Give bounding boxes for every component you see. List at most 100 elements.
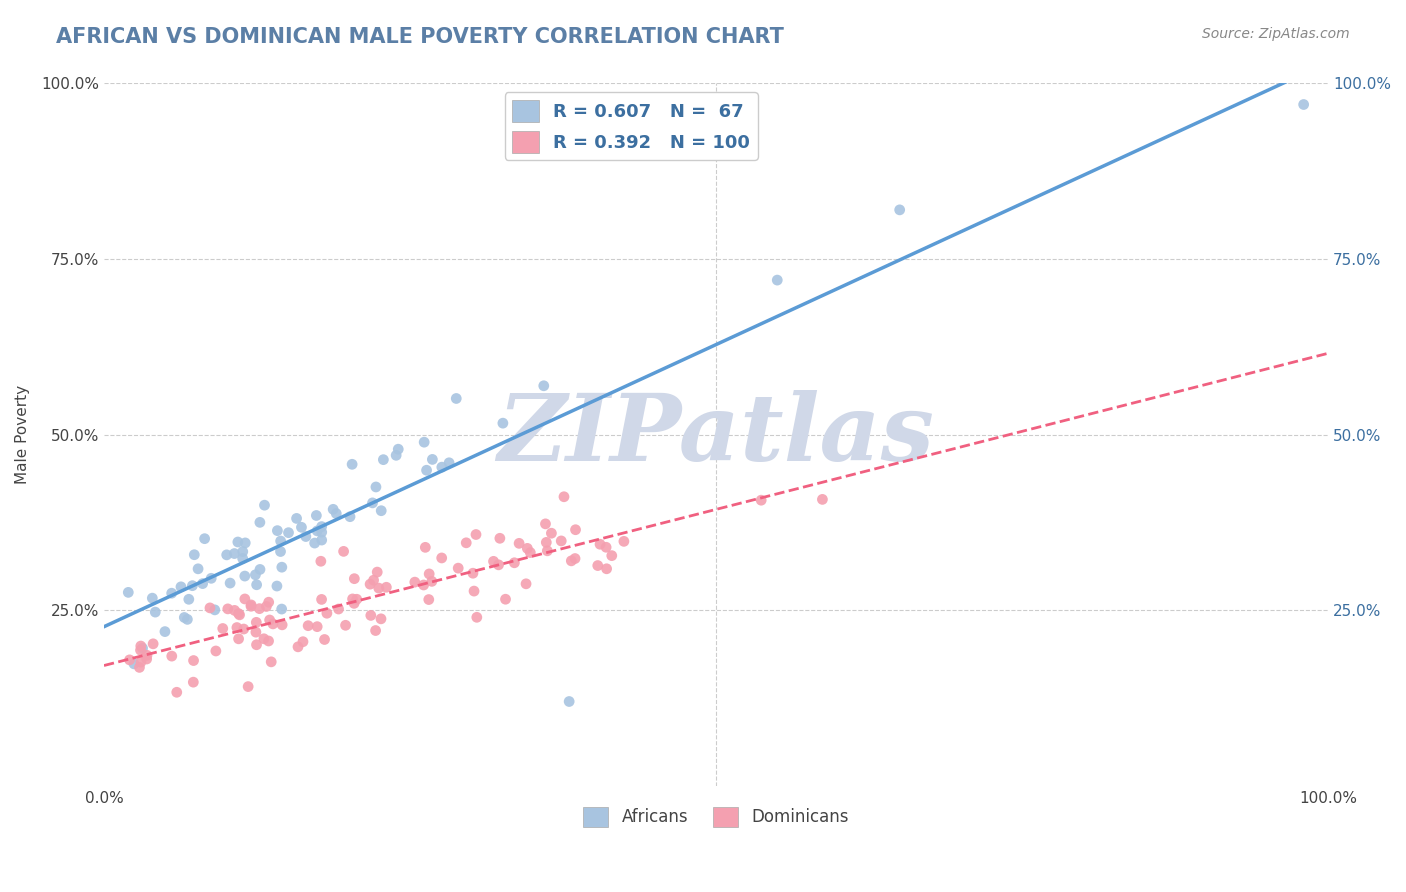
- Point: [141, 591, 163, 606]
- Legend: Africans, Dominicans: Africans, Dominicans: [576, 800, 856, 834]
- Point: [257, 634, 280, 648]
- Point: [519, 545, 541, 559]
- Point: [413, 435, 436, 450]
- Point: [194, 532, 217, 546]
- Point: [307, 524, 329, 538]
- Point: [533, 378, 555, 392]
- Point: [259, 613, 281, 627]
- Point: [233, 591, 256, 606]
- Point: [215, 548, 238, 562]
- Point: [508, 536, 530, 550]
- Point: [311, 525, 333, 540]
- Point: [224, 547, 246, 561]
- Point: [295, 530, 318, 544]
- Point: [516, 541, 538, 556]
- Point: [415, 463, 437, 477]
- Point: [534, 516, 557, 531]
- Point: [328, 602, 350, 616]
- Point: [304, 536, 326, 550]
- Point: [811, 492, 834, 507]
- Point: [142, 637, 165, 651]
- Point: [463, 584, 485, 599]
- Point: [257, 595, 280, 609]
- Point: [233, 569, 256, 583]
- Point: [262, 616, 284, 631]
- Point: [305, 508, 328, 523]
- Point: [143, 605, 166, 619]
- Point: [359, 577, 381, 591]
- Point: [322, 502, 344, 516]
- Point: [270, 602, 292, 616]
- Point: [183, 654, 205, 668]
- Point: [447, 561, 470, 575]
- Point: [228, 607, 250, 622]
- Point: [343, 596, 366, 610]
- Point: [233, 536, 256, 550]
- Point: [589, 537, 612, 551]
- Point: [122, 657, 145, 671]
- Point: [430, 460, 453, 475]
- Point: [187, 562, 209, 576]
- Point: [245, 638, 267, 652]
- Point: [600, 549, 623, 563]
- Point: [205, 644, 228, 658]
- Point: [240, 599, 263, 614]
- Point: [461, 566, 484, 581]
- Point: [404, 575, 426, 590]
- Point: [136, 648, 159, 663]
- Point: [309, 554, 332, 568]
- Point: [311, 519, 333, 533]
- Point: [364, 624, 387, 638]
- Point: [160, 586, 183, 600]
- Point: [236, 680, 259, 694]
- Point: [430, 551, 453, 566]
- Point: [211, 622, 233, 636]
- Point: [889, 202, 911, 217]
- Point: [254, 599, 277, 614]
- Point: [536, 535, 558, 549]
- Point: [249, 516, 271, 530]
- Point: [340, 458, 363, 472]
- Point: [246, 578, 269, 592]
- Point: [129, 643, 152, 657]
- Point: [228, 632, 250, 646]
- Point: [228, 607, 250, 621]
- Point: [291, 634, 314, 648]
- Point: [225, 621, 247, 635]
- Point: [270, 544, 292, 558]
- Point: [613, 534, 636, 549]
- Point: [360, 608, 382, 623]
- Point: [595, 562, 617, 576]
- Point: [217, 602, 239, 616]
- Point: [564, 523, 586, 537]
- Point: [446, 392, 468, 406]
- Point: [536, 543, 558, 558]
- Point: [198, 601, 221, 615]
- Y-axis label: Male Poverty: Male Poverty: [15, 385, 30, 484]
- Point: [307, 620, 329, 634]
- Point: [170, 580, 193, 594]
- Point: [153, 624, 176, 639]
- Point: [240, 598, 263, 612]
- Point: [245, 625, 267, 640]
- Point: [226, 535, 249, 549]
- Point: [135, 652, 157, 666]
- Point: [266, 524, 288, 538]
- Point: [489, 531, 512, 545]
- Point: [412, 578, 434, 592]
- Point: [370, 504, 392, 518]
- Point: [385, 448, 408, 462]
- Point: [181, 579, 204, 593]
- Point: [129, 655, 152, 669]
- Point: [373, 452, 395, 467]
- Point: [249, 601, 271, 615]
- Point: [177, 592, 200, 607]
- Point: [363, 573, 385, 587]
- Point: [560, 554, 582, 568]
- Point: [117, 585, 139, 599]
- Point: [118, 653, 141, 667]
- Point: [287, 640, 309, 654]
- Text: AFRICAN VS DOMINICAN MALE POVERTY CORRELATION CHART: AFRICAN VS DOMINICAN MALE POVERTY CORREL…: [56, 27, 785, 46]
- Point: [232, 551, 254, 566]
- Point: [361, 496, 384, 510]
